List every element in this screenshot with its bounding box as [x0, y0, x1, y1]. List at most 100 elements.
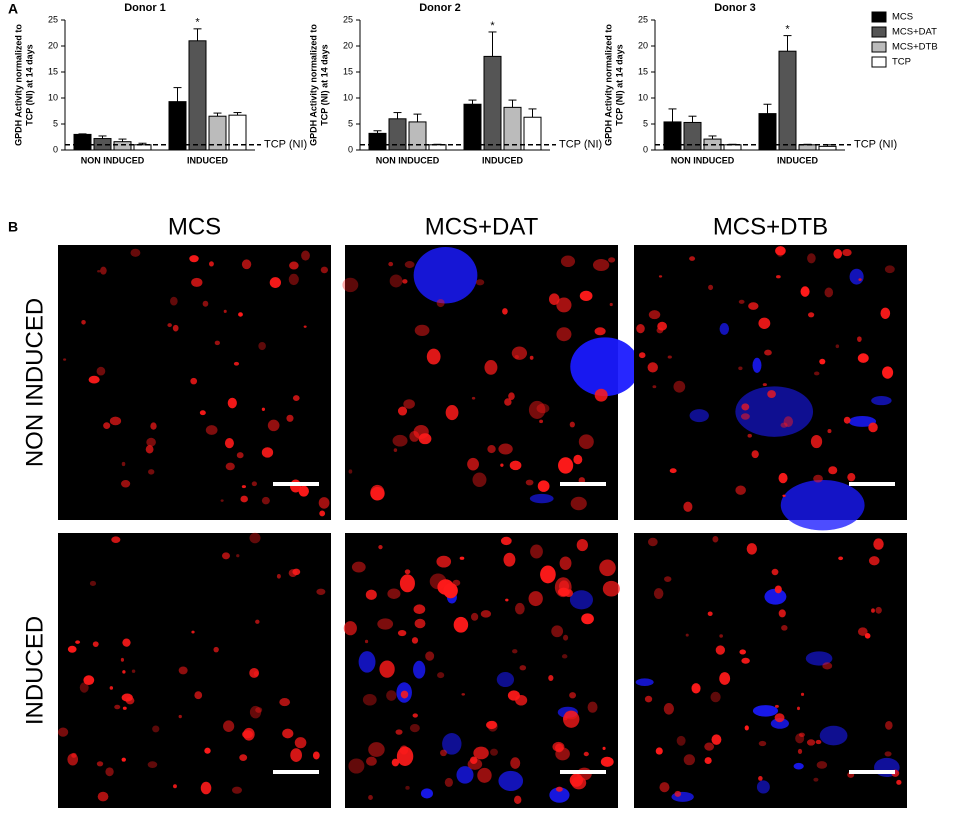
cell: [896, 779, 902, 785]
cell: [348, 758, 365, 774]
cell: [827, 429, 832, 434]
cell: [715, 645, 725, 655]
cell: [555, 786, 563, 792]
cell: [559, 556, 572, 571]
cell: [511, 346, 528, 360]
cell: [704, 742, 715, 751]
cell: [515, 695, 528, 706]
cell: [397, 629, 407, 637]
cell: [397, 406, 408, 416]
cell: [774, 585, 782, 594]
cell: [807, 312, 815, 318]
matrix-fragment: [570, 337, 640, 397]
cell: [525, 479, 534, 486]
cell: [667, 355, 672, 359]
matrix-fragment: [735, 386, 814, 437]
cell: [873, 538, 884, 550]
cell: [691, 683, 701, 694]
cell: [816, 761, 828, 769]
cell: [477, 767, 492, 783]
cell: [222, 552, 230, 560]
bar: [133, 144, 152, 151]
y-tick-label: 20: [638, 40, 648, 50]
panel-label: A: [8, 1, 18, 17]
y-axis-label: GPDH Activity normalized to: [13, 24, 23, 146]
bar: [463, 103, 482, 151]
matrix-fragment: [689, 409, 709, 423]
cell: [224, 438, 234, 449]
cell: [719, 634, 723, 638]
bar: [113, 141, 132, 151]
cell: [125, 696, 135, 705]
bar: [778, 50, 797, 151]
cell: [540, 565, 556, 584]
y-axis-label: TCP (NI) at 14 days: [319, 44, 329, 125]
cell: [178, 666, 188, 675]
cell: [147, 761, 158, 768]
cell: [813, 777, 819, 782]
cell: [669, 468, 677, 474]
cell: [647, 362, 658, 373]
cell: [204, 747, 211, 754]
cell: [602, 580, 620, 597]
cell: [288, 273, 299, 286]
cell: [712, 535, 719, 543]
cell: [800, 692, 805, 696]
cell: [109, 686, 114, 690]
cell: [202, 300, 209, 307]
cell: [240, 495, 248, 503]
cell: [276, 574, 281, 579]
cell: [648, 310, 661, 320]
cell: [445, 404, 459, 421]
cell: [884, 751, 892, 757]
x-tick-label: INDUCED: [482, 155, 524, 165]
cell: [758, 740, 767, 747]
cell: [425, 651, 435, 661]
cell: [778, 472, 788, 484]
cell: [393, 448, 398, 453]
cell: [269, 277, 281, 288]
cell: [536, 403, 550, 414]
cell: [292, 568, 301, 576]
cell: [471, 612, 479, 621]
cell: [289, 261, 299, 270]
cell: [227, 397, 237, 409]
cell: [173, 784, 177, 789]
cell: [656, 327, 664, 334]
bar: [683, 121, 702, 151]
cell: [800, 286, 810, 297]
cell: [377, 618, 394, 630]
column-header: MCS+DAT: [425, 213, 539, 240]
cell: [795, 733, 805, 744]
cell: [774, 704, 779, 708]
cell: [255, 619, 260, 624]
legend-label: TCP: [892, 57, 911, 68]
cell: [413, 604, 426, 615]
row-label: INDUCED: [21, 616, 48, 725]
cell: [776, 275, 781, 279]
cell: [735, 485, 746, 495]
cell: [537, 480, 550, 492]
cell: [97, 270, 101, 273]
cell: [884, 265, 895, 274]
legend-swatch: [871, 26, 887, 38]
cell: [880, 307, 891, 319]
cell: [569, 421, 575, 428]
cell: [864, 633, 871, 639]
cell: [473, 746, 489, 760]
cell: [683, 754, 696, 766]
cell: [508, 392, 515, 401]
cell: [370, 486, 385, 501]
cell: [194, 691, 203, 700]
cell: [569, 773, 584, 787]
cell: [503, 552, 516, 567]
cell: [290, 748, 302, 762]
matrix-fragment: [719, 322, 730, 335]
cell: [362, 693, 377, 706]
cell: [411, 637, 419, 644]
y-axis-label: TCP (NI) at 14 days: [24, 44, 34, 125]
micrograph: [342, 245, 640, 520]
cell: [251, 481, 257, 487]
cell: [774, 713, 785, 723]
